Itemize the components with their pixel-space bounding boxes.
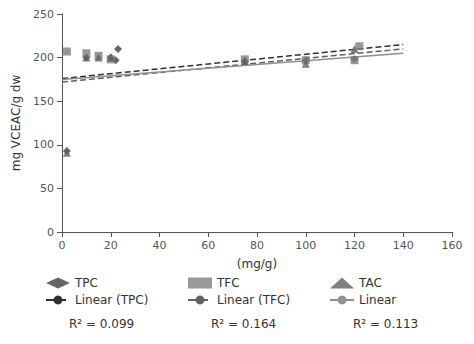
svg-text:R² = 0.164: R² = 0.164 [211, 317, 276, 331]
svg-text:250: 250 [33, 8, 54, 21]
svg-text:20: 20 [104, 239, 118, 252]
svg-text:0: 0 [59, 239, 66, 252]
svg-text:Linear (TFC): Linear (TFC) [217, 293, 290, 307]
svg-text:Linear (TPC): Linear (TPC) [75, 293, 148, 307]
svg-text:80: 80 [250, 239, 264, 252]
svg-text:120: 120 [344, 239, 365, 252]
svg-text:TFC: TFC [216, 276, 240, 290]
svg-text:200: 200 [33, 51, 54, 64]
svg-text:R² = 0.113: R² = 0.113 [353, 317, 418, 331]
svg-text:160: 160 [442, 239, 463, 252]
svg-text:100: 100 [33, 138, 54, 151]
svg-text:TPC: TPC [74, 276, 98, 290]
svg-text:Linear: Linear [359, 293, 396, 307]
svg-text:100: 100 [295, 239, 316, 252]
svg-text:60: 60 [201, 239, 215, 252]
svg-text:50: 50 [40, 182, 54, 195]
svg-text:0: 0 [47, 226, 54, 239]
svg-text:mg VCEAC/g dw: mg VCEAC/g dw [9, 75, 23, 172]
svg-text:140: 140 [393, 239, 414, 252]
svg-text:(mg/g): (mg/g) [237, 257, 277, 271]
svg-text:150: 150 [33, 95, 54, 108]
svg-text:R² = 0.099: R² = 0.099 [69, 317, 134, 331]
svg-text:TAC: TAC [358, 276, 382, 290]
svg-text:40: 40 [153, 239, 167, 252]
